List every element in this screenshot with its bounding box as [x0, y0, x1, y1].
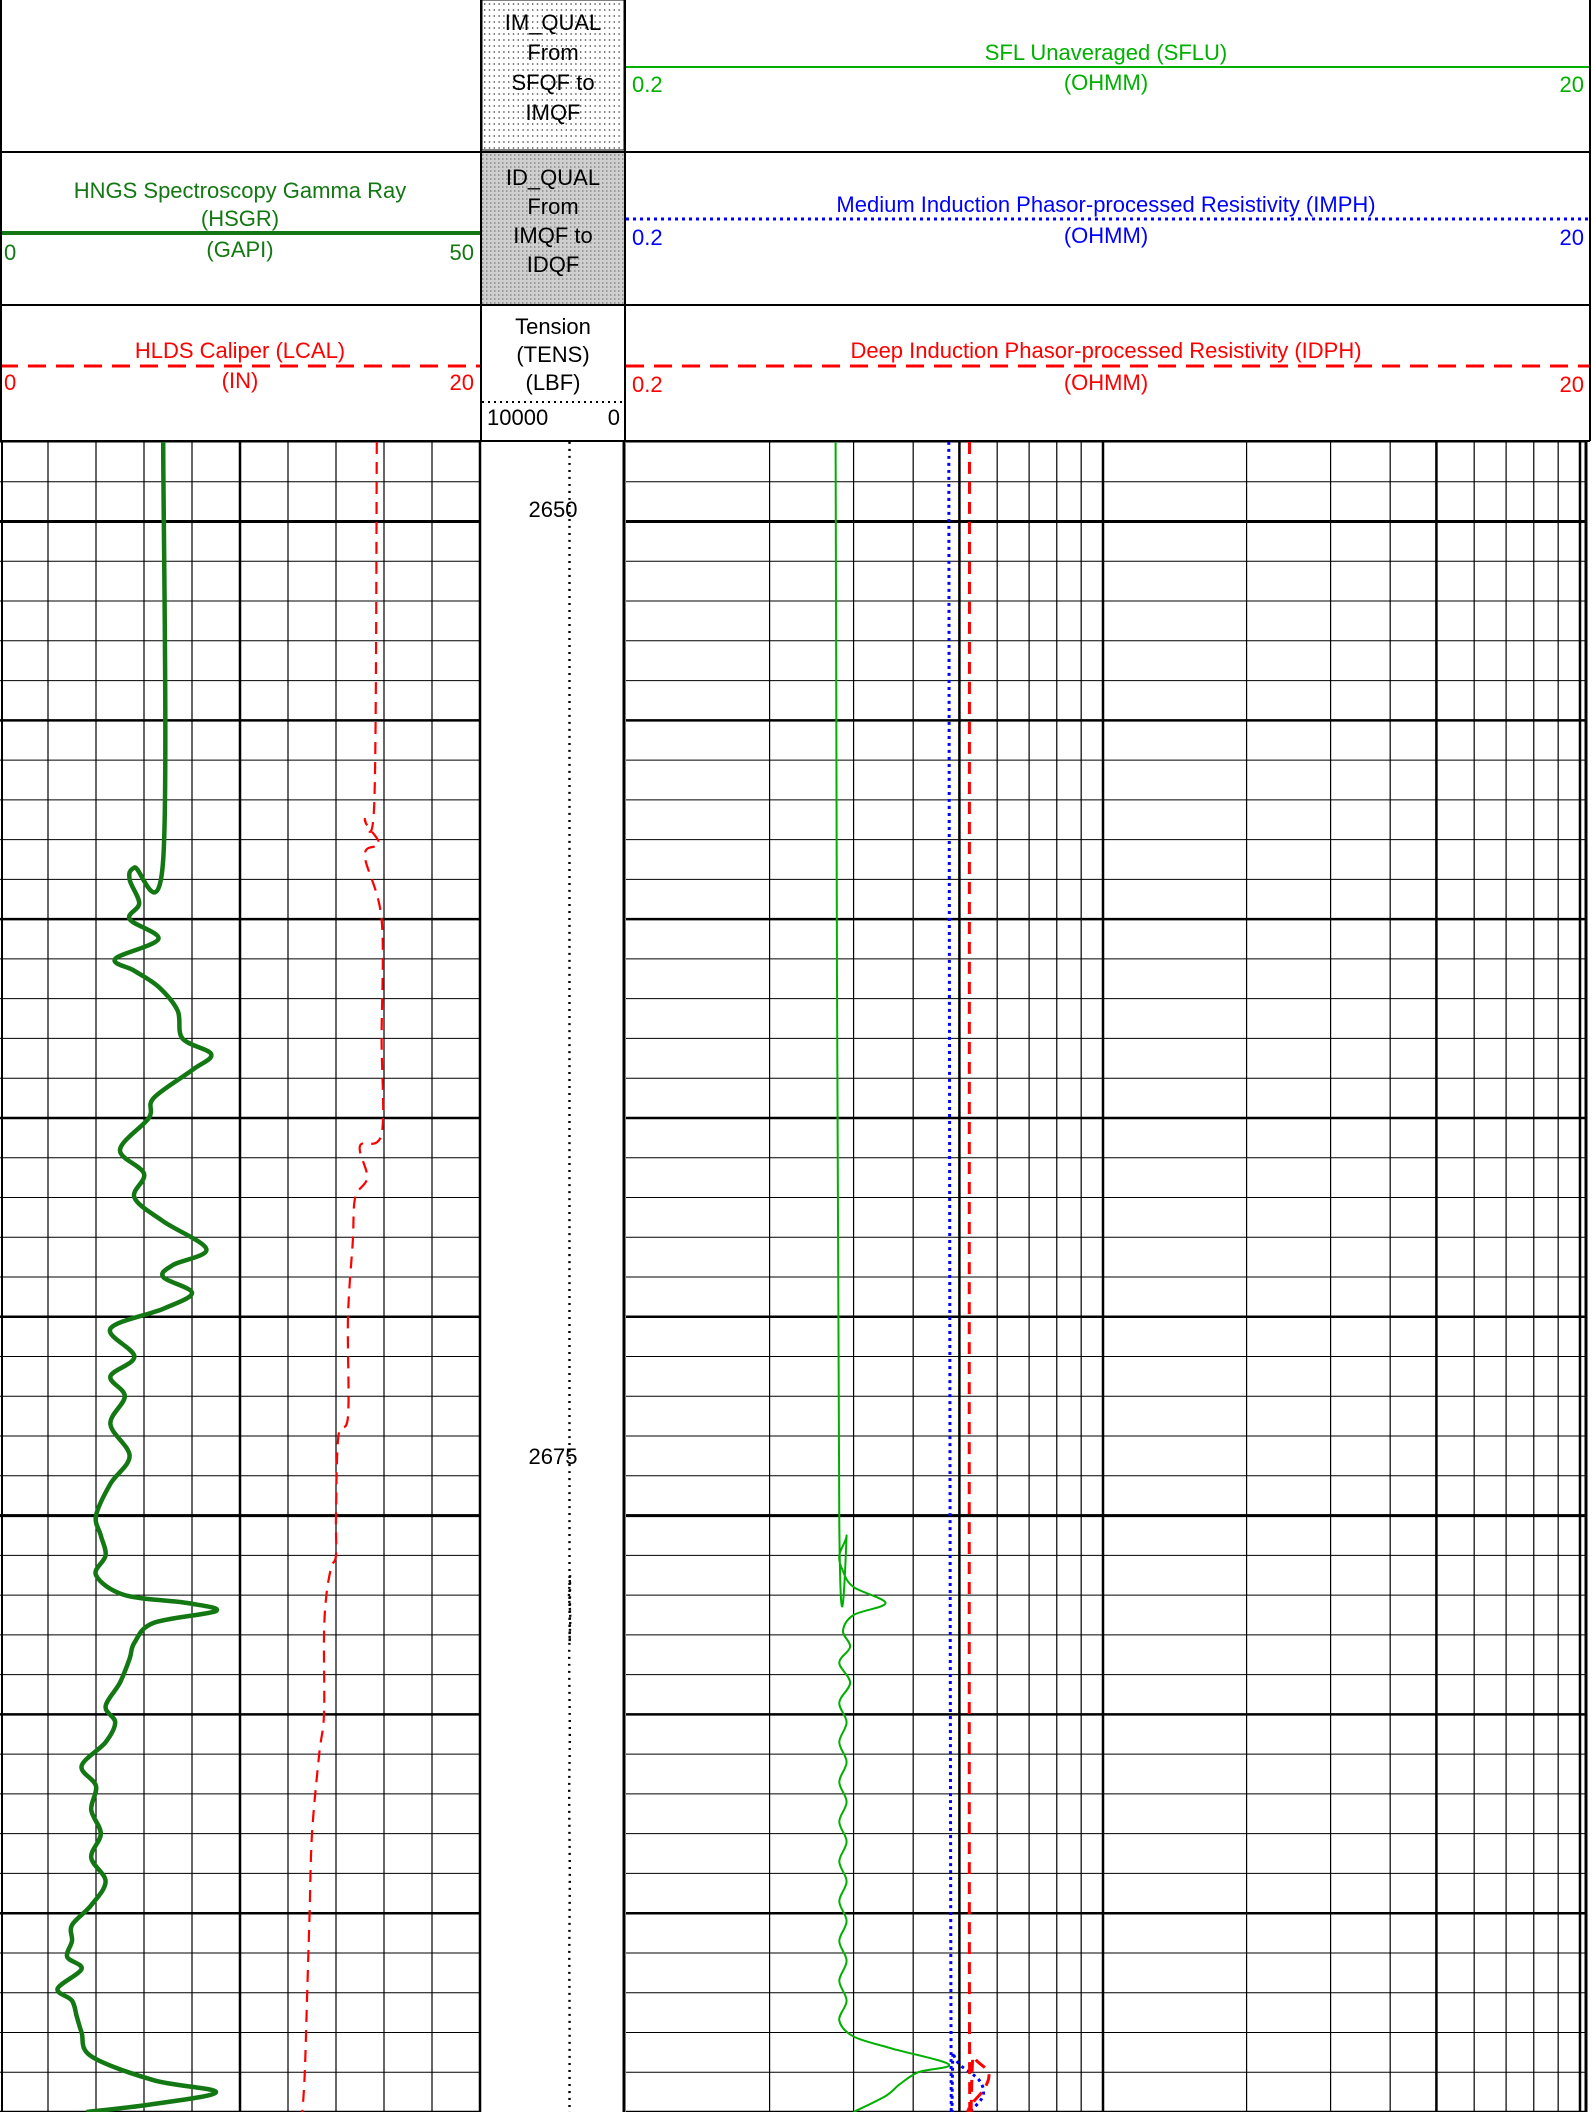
sflu-unit: (OHMM)	[1064, 70, 1148, 95]
lcal-max: 20	[450, 370, 474, 395]
im-qual-line-2: From	[527, 40, 578, 65]
tension-line-1: Tension	[515, 314, 591, 339]
imph-min: 0.2	[632, 225, 663, 250]
imph-curve	[947, 441, 986, 2112]
id-qual-pattern	[482, 153, 624, 304]
idph-unit: (OHMM)	[1064, 370, 1148, 395]
log-header: IM_QUAL From SFQF to IMQF ID_QUAL From I…	[0, 0, 1591, 442]
hsgr-unit: (GAPI)	[206, 237, 273, 262]
lcal-title: HLDS Caliper (LCAL)	[135, 338, 345, 363]
id-qual-line-2: From	[527, 194, 578, 219]
lcal-curve	[301, 441, 385, 2112]
sflu-max: 20	[1560, 72, 1584, 97]
sflu-curve	[834, 441, 951, 2112]
hsgr-min: 0	[4, 240, 16, 265]
im-qual-line-1: IM_QUAL	[505, 10, 602, 35]
id-qual-line-4: IDQF	[527, 252, 580, 277]
tens-curve	[567, 441, 572, 2112]
hsgr-max: 50	[450, 240, 474, 265]
id-qual-line-1: ID_QUAL	[506, 165, 600, 190]
header-borders	[0, 0, 1591, 442]
depth-label-2650: 2650	[529, 497, 578, 522]
lcal-unit: (IN)	[222, 368, 259, 393]
lcal-min: 0	[4, 370, 16, 395]
track-grid	[0, 441, 1588, 2112]
im-qual-line-3: SFQF to	[511, 70, 594, 95]
imph-title: Medium Induction Phasor-processed Resist…	[836, 192, 1375, 217]
im-qual-pattern	[481, 0, 625, 151]
idph-max: 20	[1560, 372, 1584, 397]
im-qual-line-4: IMQF	[526, 100, 581, 125]
sflu-title: SFL Unaveraged (SFLU)	[985, 40, 1228, 65]
tension-scale-right: 0	[608, 405, 620, 430]
imph-max: 20	[1560, 225, 1584, 250]
id-qual-line-3: IMQF to	[513, 223, 592, 248]
imph-unit: (OHMM)	[1064, 223, 1148, 248]
hsgr-title: HNGS Spectroscopy Gamma Ray	[74, 178, 407, 203]
idph-title: Deep Induction Phasor-processed Resistiv…	[850, 338, 1361, 363]
idph-min: 0.2	[632, 372, 663, 397]
hsgr-curve	[55, 441, 220, 2112]
tension-line-2: (TENS)	[516, 342, 589, 367]
hsgr-mnemonic: (HSGR)	[201, 206, 279, 231]
sflu-min: 0.2	[632, 72, 663, 97]
tension-line-3: (LBF)	[526, 370, 581, 395]
tension-scale-left: 10000	[487, 405, 548, 430]
log-curves	[55, 441, 991, 2112]
